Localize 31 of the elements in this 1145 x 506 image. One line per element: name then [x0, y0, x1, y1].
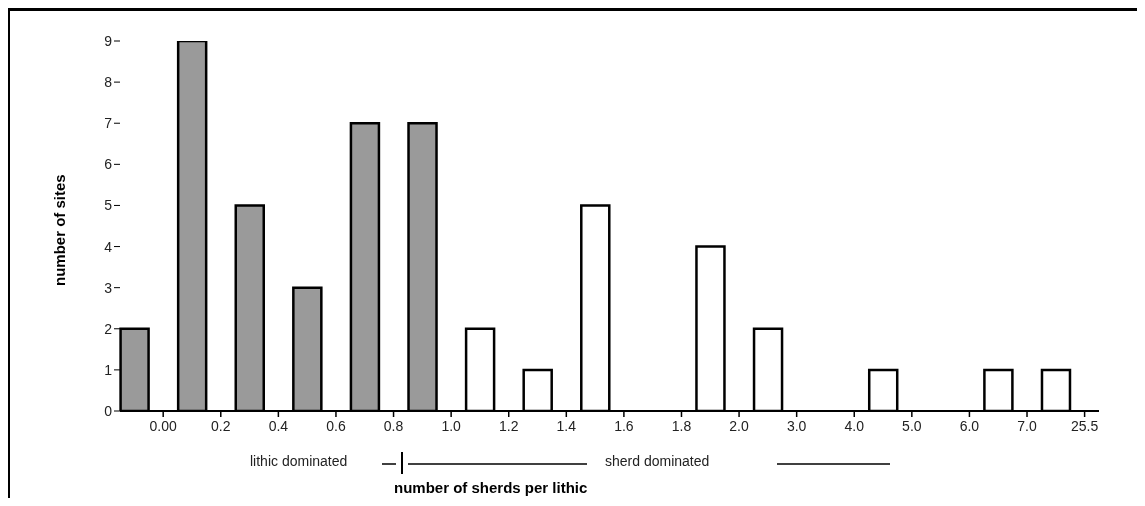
y-tick-label: 3	[104, 279, 113, 296]
x-tick-label: 4.0	[844, 418, 865, 434]
x-tick-label: 25.5	[1070, 418, 1099, 434]
x-tick-label: 6.0	[959, 418, 980, 434]
y-tick-label: 8	[104, 74, 113, 91]
y-tick-label: 5	[104, 197, 113, 214]
x-tick-label: 0.00	[149, 418, 178, 434]
text: sherd dominated	[605, 453, 710, 469]
y-tick-label: 4	[104, 238, 113, 255]
y-tick-label: 6	[104, 156, 113, 173]
x-tick-label: 0.2	[211, 418, 231, 434]
x-tick-label: 1.4	[556, 418, 577, 434]
y-tick-label: 2	[104, 320, 113, 337]
text: lithic dominated	[250, 453, 348, 469]
x-tick-label: 0.6	[326, 418, 346, 434]
x-tick-label: 0.8	[383, 418, 404, 434]
y-tick-label: 9	[104, 32, 113, 49]
x-tick-label: 1.8	[671, 418, 692, 434]
x-axis-title: number of sherds per lithic	[394, 479, 588, 496]
x-tick-label: 7.0	[1017, 418, 1037, 434]
x-tick-label: 1.6	[614, 418, 634, 434]
x-tick-label: 5.0	[902, 418, 922, 434]
y-tick-label: 0	[104, 402, 113, 419]
y-axis-title: number of sites	[51, 174, 69, 286]
y-tick-label: 1	[104, 361, 113, 378]
x-tick-label: 1.2	[498, 418, 519, 434]
x-tick-label: 2.0	[729, 418, 750, 434]
y-tick-label: 7	[104, 115, 113, 132]
x-tick-label: 1.0	[441, 418, 462, 434]
x-tick-label: 0.4	[268, 418, 289, 434]
x-tick-label: 3.0	[786, 418, 807, 434]
